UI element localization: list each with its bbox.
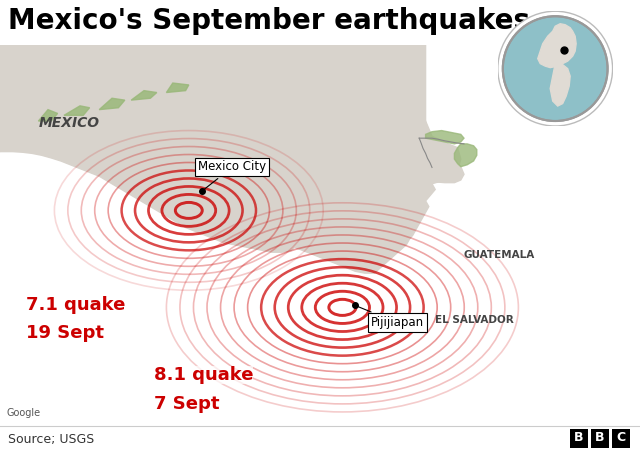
Ellipse shape — [503, 16, 607, 121]
Polygon shape — [38, 110, 58, 121]
Polygon shape — [454, 144, 477, 166]
Text: Google: Google — [6, 408, 40, 418]
Text: EL SALVADOR: EL SALVADOR — [435, 315, 514, 324]
FancyBboxPatch shape — [591, 429, 609, 447]
Polygon shape — [166, 83, 189, 93]
Text: 8.1 quake: 8.1 quake — [154, 366, 253, 384]
FancyBboxPatch shape — [612, 429, 630, 447]
Text: B: B — [574, 431, 583, 444]
Text: Mexico's September earthquakes: Mexico's September earthquakes — [8, 7, 530, 35]
Text: 19 Sept: 19 Sept — [26, 324, 104, 342]
Text: C: C — [616, 431, 625, 444]
Polygon shape — [99, 98, 125, 110]
Text: Mexico City: Mexico City — [198, 161, 266, 189]
Text: Source; USGS: Source; USGS — [8, 433, 94, 446]
FancyBboxPatch shape — [570, 429, 588, 447]
Text: GUATEMALA: GUATEMALA — [464, 250, 535, 260]
Polygon shape — [550, 63, 570, 106]
Polygon shape — [0, 81, 464, 252]
Text: Pijijiapan: Pijijiapan — [358, 306, 424, 329]
Polygon shape — [0, 79, 461, 273]
Polygon shape — [131, 90, 157, 100]
Polygon shape — [0, 45, 426, 152]
Text: B: B — [595, 431, 604, 444]
Polygon shape — [426, 130, 464, 144]
Polygon shape — [64, 106, 90, 115]
Text: MEXICO: MEXICO — [38, 116, 99, 130]
Text: 7.1 quake: 7.1 quake — [26, 296, 125, 314]
Polygon shape — [538, 24, 576, 68]
Ellipse shape — [498, 11, 612, 126]
Text: 7 Sept: 7 Sept — [154, 395, 219, 413]
